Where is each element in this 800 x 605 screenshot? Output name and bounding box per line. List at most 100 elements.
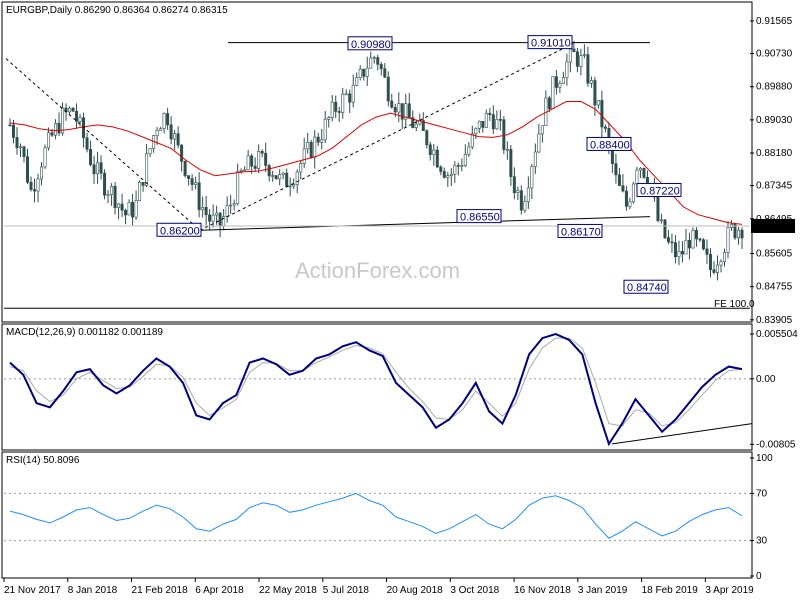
candle xyxy=(120,193,124,218)
candle xyxy=(386,71,390,107)
candle xyxy=(92,155,96,184)
price-y-tick-label: 0.87345 xyxy=(756,181,793,192)
candle xyxy=(666,229,670,245)
candle xyxy=(530,163,534,200)
candle xyxy=(15,127,19,155)
candle xyxy=(526,176,530,209)
candle xyxy=(621,173,625,193)
candle xyxy=(260,149,264,158)
candle xyxy=(33,178,37,203)
candle xyxy=(463,144,467,167)
x-tick-label: 22 May 2018 xyxy=(259,585,317,596)
candle xyxy=(337,106,341,123)
price-y-tick-label: 0.88180 xyxy=(756,148,793,159)
candle xyxy=(131,194,135,226)
rsi-y-tick-label: 100 xyxy=(756,453,773,464)
candle xyxy=(519,185,523,215)
candle xyxy=(432,143,436,166)
macd-y-tick-label: 0.00 xyxy=(756,374,776,385)
candle xyxy=(582,44,586,59)
candle xyxy=(187,175,191,186)
rsi-panel-frame xyxy=(1,451,753,579)
candle xyxy=(274,175,278,180)
candle xyxy=(425,129,429,149)
candle xyxy=(642,167,646,180)
candle xyxy=(684,228,688,255)
candle xyxy=(435,145,439,168)
candle xyxy=(232,199,236,211)
candle xyxy=(719,259,723,273)
candle xyxy=(390,93,394,109)
candle xyxy=(673,234,677,264)
trend-line-down-dashed xyxy=(5,58,201,231)
candle xyxy=(495,110,499,130)
candle xyxy=(694,227,698,247)
candle xyxy=(407,93,411,118)
candle xyxy=(243,166,247,172)
candle xyxy=(320,129,324,150)
candle xyxy=(22,145,26,163)
candle xyxy=(379,61,383,76)
candle xyxy=(460,158,464,172)
candle xyxy=(540,125,544,143)
x-tick-label: 20 Aug 2018 xyxy=(387,585,444,596)
candle xyxy=(110,183,114,206)
price-label-box: 0.86550 xyxy=(456,209,502,224)
candle xyxy=(512,167,516,200)
rsi-line xyxy=(9,492,743,539)
price-panel: 0.91565 0.90730 0.89880 0.89030 0.88180 0.873… xyxy=(4,16,795,326)
candle xyxy=(715,255,719,281)
price-label-text: 0.90980 xyxy=(351,39,391,51)
candle xyxy=(600,90,604,139)
moving-average-line xyxy=(9,101,743,225)
candle xyxy=(334,95,338,119)
candle xyxy=(701,238,705,251)
candle xyxy=(498,110,502,131)
candle xyxy=(127,199,131,216)
price-label-text: 0.87220 xyxy=(640,185,680,197)
x-tick-label: 8 Jan 2018 xyxy=(68,585,118,596)
price-y-tick-label: 0.90730 xyxy=(756,49,793,60)
candle xyxy=(197,172,201,218)
current-price-marker: 0.86315 xyxy=(751,218,795,233)
candle xyxy=(166,107,170,130)
candle xyxy=(99,155,103,180)
candle xyxy=(194,176,198,190)
candle xyxy=(173,129,177,150)
candle xyxy=(439,165,443,176)
candle xyxy=(176,126,180,149)
candle xyxy=(442,167,446,179)
price-label-text: 0.84740 xyxy=(627,282,667,294)
candle xyxy=(323,110,327,144)
candle xyxy=(281,171,285,180)
candle xyxy=(456,162,460,176)
price-y-tick-label: 0.83905 xyxy=(756,315,793,326)
candle xyxy=(68,106,72,115)
candle xyxy=(736,226,740,245)
macd-y-tick-label: 0.005504 xyxy=(756,329,798,340)
candle xyxy=(306,132,310,154)
candle xyxy=(103,169,107,200)
candle xyxy=(691,227,695,249)
candle xyxy=(201,196,205,218)
candle xyxy=(246,149,250,171)
candle xyxy=(236,163,240,206)
price-label-box: 0.88400 xyxy=(586,136,632,151)
price-label-box: 0.86170 xyxy=(557,223,603,238)
price-y-tick-label: 0.91565 xyxy=(756,16,793,27)
price-title: EURGBP,Daily 0.86290 0.86364 0.86274 0.8… xyxy=(6,5,228,16)
candle xyxy=(124,208,128,225)
rsi-y-tick-label: 70 xyxy=(756,488,768,499)
candle xyxy=(169,116,173,145)
candle xyxy=(617,167,621,187)
price-label-text: 0.86550 xyxy=(460,212,500,224)
candle xyxy=(327,115,331,128)
candle xyxy=(708,248,712,278)
candle xyxy=(579,48,583,76)
candle xyxy=(141,181,145,192)
candle xyxy=(470,125,474,150)
candle xyxy=(341,87,345,119)
candle xyxy=(631,182,635,204)
candle xyxy=(369,51,373,69)
candle xyxy=(712,261,716,275)
